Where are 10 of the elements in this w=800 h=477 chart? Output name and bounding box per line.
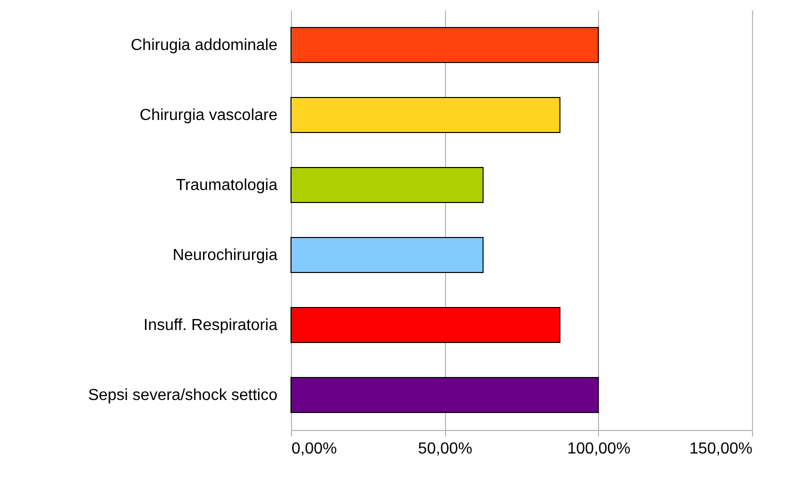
x-tick-label: 100,00% bbox=[567, 440, 630, 458]
y-tick-label: Insuff. Respiratoria bbox=[144, 317, 278, 334]
y-tick-label: Chirurgia vascolare bbox=[140, 107, 278, 124]
x-tick-label: 0,00% bbox=[292, 440, 337, 458]
y-tick-label: Traumatologia bbox=[176, 177, 278, 194]
x-tick-label: 150,00% bbox=[689, 440, 752, 458]
y-tick-label: Chirugia addominale bbox=[130, 37, 278, 54]
y-tick-label: Neurochirurgia bbox=[172, 247, 278, 264]
x-tick-label: 50,00% bbox=[418, 440, 472, 458]
y-tick-label: Sepsi severa/shock settico bbox=[88, 387, 278, 404]
